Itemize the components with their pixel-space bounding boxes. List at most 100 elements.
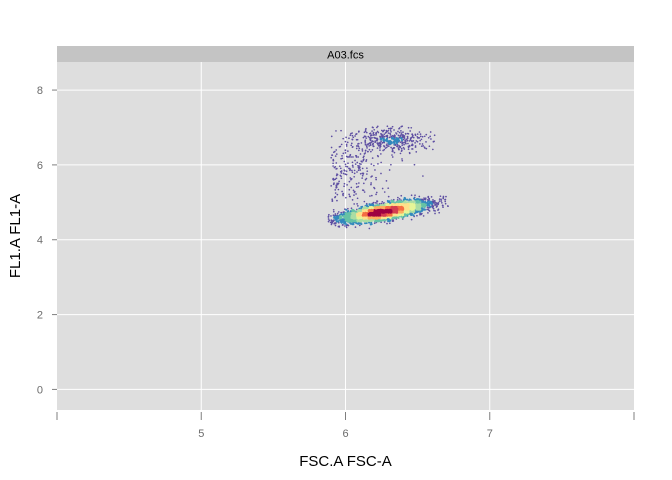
data-point [379, 149, 381, 151]
data-point [346, 212, 349, 215]
data-point [410, 194, 413, 197]
data-point [337, 215, 340, 218]
data-point [439, 195, 442, 198]
data-point [402, 136, 404, 138]
data-point [401, 134, 404, 137]
data-point [360, 142, 363, 144]
data-point [433, 199, 436, 202]
data-point [332, 208, 335, 211]
data-point [339, 145, 342, 148]
data-point [381, 216, 384, 219]
data-point [375, 134, 377, 136]
data-point [404, 141, 407, 144]
data-point [373, 128, 376, 131]
data-point [380, 140, 382, 143]
data-point [373, 210, 376, 213]
data-point [395, 216, 398, 219]
data-point [356, 209, 360, 212]
data-point [395, 137, 398, 140]
data-point [366, 147, 368, 149]
data-point [399, 200, 402, 203]
data-point [366, 167, 368, 170]
data-point [393, 140, 397, 143]
data-point [427, 212, 429, 214]
data-point [334, 178, 337, 181]
data-point [399, 141, 402, 144]
data-point [434, 210, 437, 212]
data-point [444, 198, 447, 201]
data-point [398, 127, 401, 129]
data-point [442, 204, 444, 207]
data-point [351, 145, 354, 148]
data-point [438, 198, 441, 200]
data-point [345, 173, 348, 176]
data-point [379, 153, 382, 155]
data-point [365, 131, 368, 134]
data-point [422, 215, 425, 217]
data-point [440, 201, 443, 204]
data-point [349, 195, 351, 198]
data-point [413, 163, 416, 166]
data-point [368, 132, 371, 135]
data-point [350, 142, 353, 145]
data-point [385, 205, 388, 209]
data-point [335, 162, 338, 164]
data-point [419, 133, 422, 136]
y-tick-label: 6 [37, 160, 43, 172]
data-point [363, 217, 366, 220]
data-point [357, 164, 359, 167]
data-point [368, 144, 370, 147]
data-point [363, 155, 365, 158]
data-point [380, 132, 382, 135]
data-point [394, 144, 397, 146]
data-point [430, 196, 433, 198]
data-point [387, 195, 390, 198]
data-point [368, 221, 371, 224]
data-point [363, 212, 366, 216]
data-point [393, 147, 396, 149]
data-point [365, 160, 367, 163]
data-point [422, 145, 424, 147]
data-point [403, 141, 405, 144]
data-point [424, 197, 427, 200]
data-point [354, 213, 357, 216]
data-point [374, 169, 376, 171]
panel-strip-background [57, 46, 634, 62]
data-point [393, 138, 396, 141]
data-point [358, 212, 361, 215]
data-point [354, 135, 356, 137]
data-point [361, 214, 364, 217]
data-point [387, 129, 390, 132]
data-point [400, 137, 403, 140]
data-point [430, 201, 433, 204]
data-point [414, 134, 417, 137]
data-point [433, 140, 435, 143]
data-point [397, 214, 400, 217]
data-point [408, 206, 411, 209]
data-point [411, 200, 414, 203]
data-point [346, 141, 349, 144]
data-point [347, 217, 350, 220]
data-point [369, 195, 371, 197]
data-point [402, 146, 405, 149]
data-point [355, 156, 358, 158]
data-point [364, 142, 367, 144]
data-point [334, 189, 337, 191]
data-point [375, 191, 378, 194]
data-point [366, 170, 369, 173]
data-point [381, 141, 384, 144]
data-point [351, 138, 354, 141]
data-point [411, 143, 414, 146]
data-point [340, 172, 343, 174]
data-point [330, 215, 332, 217]
data-point [398, 131, 401, 134]
data-point [372, 126, 374, 129]
data-point [354, 163, 357, 165]
data-point [435, 204, 437, 206]
data-point [376, 126, 378, 129]
data-point [334, 155, 337, 157]
data-point [370, 163, 373, 165]
data-point [352, 136, 355, 139]
data-point [340, 177, 343, 180]
data-point [381, 135, 383, 138]
